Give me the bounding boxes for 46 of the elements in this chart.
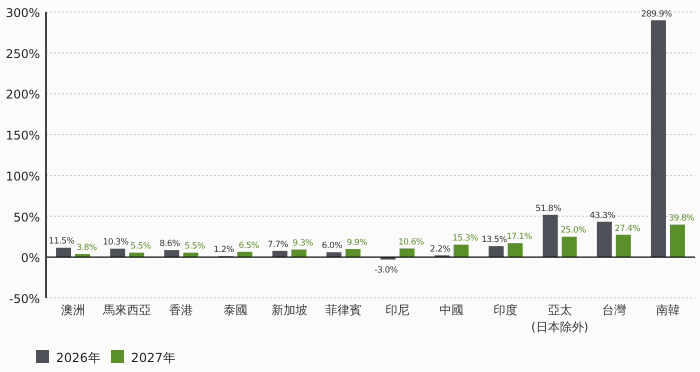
x-tick-label: 亞太 (日本除外) (531, 303, 588, 334)
data-label: 25.0% (560, 226, 586, 236)
data-label: 9.3% (292, 238, 314, 249)
x-tick-label: 澳洲 (61, 303, 86, 317)
x-tick-label: 印度 (494, 303, 518, 317)
data-label: -3.0% (374, 266, 398, 276)
data-label: 51.8% (536, 204, 562, 214)
y-tick-label: 100% (6, 169, 40, 184)
data-label: 5.5% (130, 242, 152, 252)
data-label: 2.2% (430, 244, 451, 254)
data-label: 8.6% (160, 239, 180, 250)
data-label: 7.7% (268, 240, 288, 250)
x-tick-label: 中國 (440, 303, 464, 317)
y-tick-label: 200% (6, 88, 40, 102)
x-tick-label: 新加坡 (271, 303, 308, 317)
x-tick-label: 馬來西亞 (102, 303, 152, 317)
data-label: 15.3% (452, 234, 478, 244)
data-label: 3.8% (76, 243, 97, 254)
y-tick-label: 150% (6, 128, 40, 143)
x-tick-label: 台灣 (602, 303, 626, 317)
legend-label: 2027年 (131, 350, 176, 365)
data-label: 13.5% (481, 235, 508, 246)
y-tick-label: -50% (8, 292, 40, 306)
data-label: 10.6% (398, 237, 424, 248)
x-tick-label: 南韓 (656, 303, 680, 317)
data-label: 27.4% (614, 224, 640, 234)
data-label: 43.3% (590, 210, 616, 221)
x-tick-label: 泰國 (223, 303, 248, 317)
y-tick-label: 50% (13, 210, 40, 224)
data-label: 10.3% (102, 238, 129, 248)
y-tick-label: 0% (20, 251, 40, 266)
data-label: 6.5% (238, 240, 260, 251)
data-label: 9.9% (346, 238, 368, 248)
data-label: 11.5% (48, 236, 75, 247)
data-label: 5.5% (184, 242, 206, 252)
data-label: 289.9% (641, 9, 672, 20)
x-tick-label: 菲律賓 (325, 303, 362, 317)
x-tick-label: 香港 (169, 303, 194, 317)
legend-label: 2026年 (56, 350, 101, 365)
data-label: 39.8% (668, 214, 694, 224)
data-label: 1.2% (214, 245, 234, 256)
x-tick-label: 印尼 (386, 303, 410, 317)
data-label: 17.1% (506, 232, 532, 242)
data-label: 6.0% (322, 241, 342, 252)
y-tick-label: 250% (6, 46, 40, 61)
y-tick-label: 300% (6, 6, 40, 20)
